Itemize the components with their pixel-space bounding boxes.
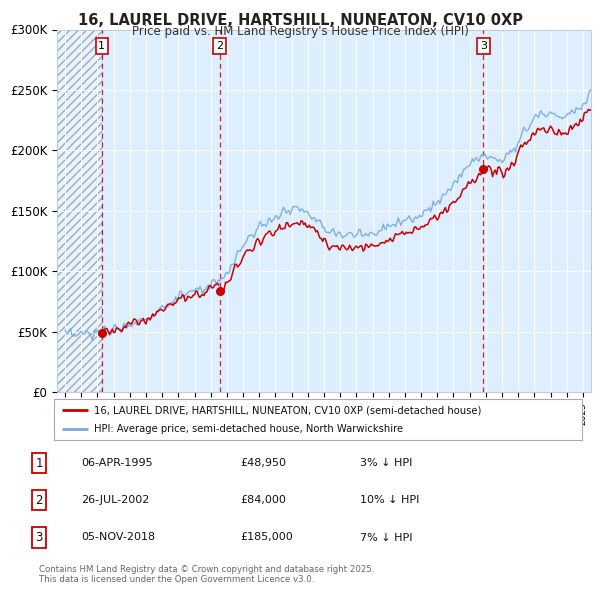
Text: Contains HM Land Registry data © Crown copyright and database right 2025.
This d: Contains HM Land Registry data © Crown c… [39,565,374,584]
Text: 2: 2 [216,41,223,51]
Text: 1: 1 [35,457,43,470]
Text: 16, LAUREL DRIVE, HARTSHILL, NUNEATON, CV10 0XP: 16, LAUREL DRIVE, HARTSHILL, NUNEATON, C… [77,13,523,28]
Text: 05-NOV-2018: 05-NOV-2018 [81,533,155,542]
Text: 10% ↓ HPI: 10% ↓ HPI [360,496,419,505]
Text: £48,950: £48,950 [240,458,286,468]
Text: 3: 3 [480,41,487,51]
Text: 3% ↓ HPI: 3% ↓ HPI [360,458,412,468]
Text: 16, LAUREL DRIVE, HARTSHILL, NUNEATON, CV10 0XP (semi-detached house): 16, LAUREL DRIVE, HARTSHILL, NUNEATON, C… [94,405,481,415]
Text: 1: 1 [98,41,106,51]
Text: 06-APR-1995: 06-APR-1995 [81,458,152,468]
Text: 7% ↓ HPI: 7% ↓ HPI [360,533,413,542]
Text: £185,000: £185,000 [240,533,293,542]
Text: HPI: Average price, semi-detached house, North Warwickshire: HPI: Average price, semi-detached house,… [94,424,403,434]
Text: 2: 2 [35,494,43,507]
Text: £84,000: £84,000 [240,496,286,505]
Text: 3: 3 [35,531,43,544]
Text: 26-JUL-2002: 26-JUL-2002 [81,496,149,505]
Text: Price paid vs. HM Land Registry's House Price Index (HPI): Price paid vs. HM Land Registry's House … [131,25,469,38]
